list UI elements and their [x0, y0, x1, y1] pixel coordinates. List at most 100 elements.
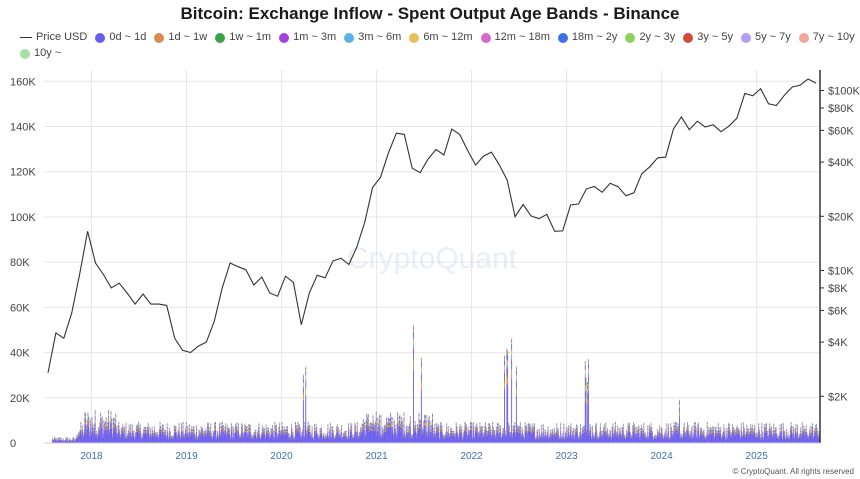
- legend-item-band[interactable]: 5y ~ 7y: [741, 31, 791, 44]
- legend-item-band[interactable]: 3m ~ 6m: [344, 31, 401, 44]
- band-bar: [327, 426, 329, 427]
- band-bar: [245, 432, 247, 443]
- band-bar: [96, 434, 98, 436]
- legend-item-band[interactable]: 7y ~ 10y: [798, 31, 855, 44]
- band-bar: [291, 430, 293, 431]
- band-bar: [78, 435, 80, 443]
- band-bar: [340, 431, 342, 443]
- band-bar: [166, 426, 168, 428]
- band-bar: [163, 436, 165, 443]
- band-bar: [149, 438, 151, 443]
- band-bar: [105, 426, 107, 443]
- band-bar: [111, 422, 113, 424]
- band-bar: [199, 432, 201, 434]
- band-bar: [262, 432, 264, 433]
- band-bar: [240, 437, 242, 443]
- band-bar: [291, 427, 292, 429]
- band-bar: [241, 424, 243, 426]
- band-bar: [110, 415, 112, 418]
- band-bar: [225, 426, 227, 427]
- legend-item-band[interactable]: 18m ~ 2y: [557, 31, 617, 44]
- band-bar: [112, 437, 113, 443]
- band-bar: [291, 429, 292, 432]
- band-bar: [299, 431, 301, 432]
- band-bar: [336, 427, 338, 430]
- band-bar: [93, 433, 94, 443]
- band-bar: [113, 417, 115, 419]
- band-bar: [241, 425, 243, 427]
- band-bar: [253, 434, 255, 435]
- legend-item-band[interactable]: 6m ~ 12m: [409, 31, 473, 44]
- band-bar: [144, 430, 146, 432]
- band-bar: [191, 427, 193, 429]
- band-bar: [164, 433, 166, 435]
- band-bar: [108, 419, 110, 423]
- band-bar: [167, 436, 169, 443]
- legend-item-band[interactable]: 12m ~ 18m: [480, 31, 550, 44]
- band-bar: [81, 434, 83, 443]
- band-bar: [111, 424, 113, 426]
- band-bar: [261, 431, 263, 443]
- band-bar: [306, 431, 307, 432]
- band-bar: [132, 435, 134, 443]
- band-bar: [81, 433, 83, 435]
- band-bar: [233, 433, 235, 443]
- band-bar: [247, 436, 249, 437]
- band-bar: [101, 422, 102, 424]
- band-bar: [315, 430, 317, 443]
- legend-item-band[interactable]: 0d ~ 1d: [95, 31, 146, 44]
- band-bar: [214, 426, 216, 428]
- band-bar: [211, 435, 212, 436]
- band-bar: [309, 427, 311, 428]
- band-bar: [230, 438, 231, 439]
- band-bar: [191, 432, 193, 443]
- band-bar: [277, 436, 279, 437]
- band-bar: [223, 433, 225, 435]
- band-bar: [245, 427, 247, 428]
- band-bar: [192, 432, 193, 434]
- band-bar: [219, 425, 220, 427]
- x-tick-label: 2025: [746, 451, 769, 462]
- legend-item-price[interactable]: Price USD: [20, 31, 87, 44]
- band-bar: [227, 433, 229, 443]
- legend-label: 10y ~: [34, 47, 62, 59]
- band-bar: [246, 429, 248, 431]
- band-bar: [131, 425, 133, 427]
- legend-item-band[interactable]: 1m ~ 3m: [279, 31, 336, 44]
- band-bar: [136, 427, 138, 430]
- legend-item-band[interactable]: 3y ~ 5y: [683, 31, 733, 44]
- band-bar: [226, 435, 228, 437]
- band-bar: [221, 431, 223, 433]
- band-bar: [159, 428, 161, 430]
- band-bar: [59, 439, 60, 443]
- band-bar: [240, 436, 242, 438]
- band-bar: [231, 428, 233, 431]
- band-bar: [137, 427, 139, 428]
- band-bar: [101, 417, 103, 418]
- legend-item-band[interactable]: 10y ~: [20, 47, 61, 60]
- band-bar: [82, 435, 84, 437]
- band-bar: [196, 428, 197, 430]
- band-bar: [272, 431, 273, 443]
- band-bar: [110, 412, 112, 415]
- band-bar: [327, 429, 329, 432]
- band-bar: [52, 441, 54, 443]
- band-bar: [245, 431, 247, 443]
- band-bar: [146, 433, 148, 435]
- band-bar: [179, 435, 181, 437]
- band-bar: [137, 428, 139, 430]
- legend-item-band[interactable]: 1w ~ 1m: [215, 31, 271, 44]
- band-bar: [135, 428, 137, 430]
- band-bar: [97, 427, 99, 429]
- band-bar: [135, 430, 137, 432]
- legend-item-band[interactable]: 1d ~ 1w: [154, 31, 207, 44]
- band-bar: [244, 427, 246, 429]
- legend-item-band[interactable]: 2y ~ 3y: [625, 31, 675, 44]
- band-bar: [156, 436, 158, 438]
- band-bar: [86, 428, 88, 443]
- band-bar: [187, 430, 189, 433]
- band-bar: [249, 427, 250, 428]
- band-bar: [279, 426, 281, 428]
- band-bar: [135, 432, 136, 434]
- band-bar: [241, 429, 243, 431]
